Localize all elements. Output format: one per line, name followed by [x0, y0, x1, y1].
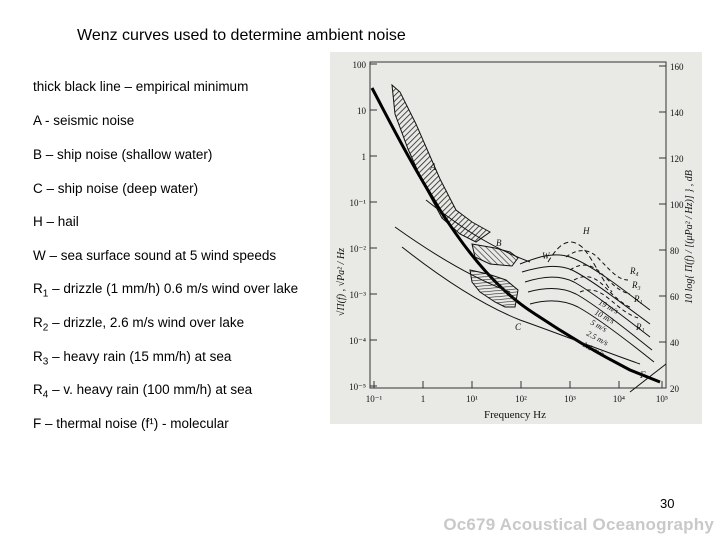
x-axis-label: Frequency Hz [484, 409, 546, 421]
left-tick-label: 10 [357, 106, 367, 116]
x-tick-label: 10⁻¹ [366, 394, 383, 404]
page-number: 30 [660, 496, 675, 511]
curve-label-B: B [496, 238, 502, 248]
right-tick-label: 100 [670, 200, 684, 210]
x-tick-label: 10⁴ [613, 394, 625, 404]
right-tick-label: 120 [670, 154, 684, 164]
curve-label-R4: R₄ [629, 266, 639, 276]
legend-item: F – thermal noise (f¹) - molecular [33, 416, 229, 431]
legend-item: W – sea surface sound at 5 wind speeds [33, 248, 277, 263]
legend-item: B – ship noise (shallow water) [33, 147, 213, 162]
left-tick-label: 10⁻¹ [350, 198, 367, 208]
right-tick-label: 140 [670, 108, 684, 118]
x-tick-label: 1 [421, 394, 426, 404]
left-tick-label: 10⁻⁴ [349, 336, 366, 346]
hail-curve-H [547, 241, 613, 293]
seismic-noise-band-A [391, 83, 491, 243]
curve-label-F: F [639, 370, 646, 380]
legend-item: thick black line – empirical minimum [33, 79, 249, 94]
thermal-noise-F [629, 363, 667, 393]
empirical-minimum-line [370, 87, 661, 384]
rain-curves-R [565, 250, 639, 319]
right-tick-label: 20 [670, 384, 680, 394]
legend-item: H – hail [33, 214, 79, 229]
right-tick-label: 80 [670, 246, 680, 256]
left-tick-label: 10⁻⁵ [349, 382, 366, 392]
legend-subscript: 4 [42, 389, 49, 401]
left-axis-label: √Π(f) , √Pa² / Hz [336, 248, 347, 316]
curve-label-W: W [542, 251, 551, 261]
legend-subscript: 3 [42, 356, 49, 368]
background-curve-3 [425, 199, 531, 263]
left-tick-label: 100 [353, 60, 367, 70]
x-tick-label: 10¹ [466, 394, 478, 404]
right-tick-label: 60 [670, 292, 680, 302]
legend-item: R2 – drizzle, 2.6 m/s wind over lake [33, 315, 245, 334]
right-tick-label: 160 [670, 62, 684, 72]
plot-frame [369, 61, 667, 389]
wenz-curves-diagram: 10010110⁻¹10⁻²10⁻³10⁻⁴10⁻⁵16014012010080… [336, 60, 695, 421]
legend-item: R4 – v. heavy rain (100 mm/h) at sea [33, 382, 253, 401]
left-tick-label: 10⁻² [350, 244, 367, 254]
background-curve-1 [401, 246, 641, 365]
curve-label-A: A [429, 162, 437, 173]
background-curve-2 [394, 226, 511, 293]
legend-subscript: 1 [42, 288, 49, 300]
left-tick-label: 1 [362, 152, 367, 162]
right-axis-label: 10 log{ Π(f) / [(μPa² / Hz)] } , dB [684, 170, 695, 304]
footer-course-title: Oc679 Acoustical Oceanography [443, 515, 714, 534]
curve-label-R1: R₁ [633, 294, 643, 304]
right-tick-label: 40 [670, 338, 680, 348]
curve-label-R1-lower: R₁ [635, 322, 645, 332]
curve-label-C: C [515, 322, 522, 332]
wenz-curves-figure: 100 10 1 10⁻¹ 10⁻² 10⁻³ 10⁻⁴ 10⁻⁵ 160 140 120 100 80… [330, 52, 702, 424]
axis-ticks: 10010110⁻¹10⁻²10⁻³10⁻⁴10⁻⁵16014012010080… [336, 60, 695, 421]
x-tick-label: 10³ [564, 394, 576, 404]
left-tick-label: 10⁻³ [350, 290, 367, 300]
curve-label-H: H [582, 226, 590, 236]
curve-label-R3: R₃ [631, 280, 641, 290]
legend-item: R1 – drizzle (1 mm/h) 0.6 m/s wind over … [33, 281, 299, 300]
legend-item: R3 – heavy rain (15 mm/h) at sea [33, 349, 232, 368]
ship-noise-band-C [469, 269, 519, 308]
x-tick-label: 10⁵ [656, 394, 668, 404]
legend-item: A - seismic noise [33, 113, 135, 128]
legend-item: C – ship noise (deep water) [33, 181, 199, 196]
slide-title: Wenz curves used to determine ambient no… [77, 27, 406, 44]
ship-noise-band-B [471, 243, 519, 267]
legend-subscript: 2 [42, 322, 49, 334]
wind-speed-curves-W [519, 254, 655, 363]
x-tick-label: 10² [515, 394, 527, 404]
